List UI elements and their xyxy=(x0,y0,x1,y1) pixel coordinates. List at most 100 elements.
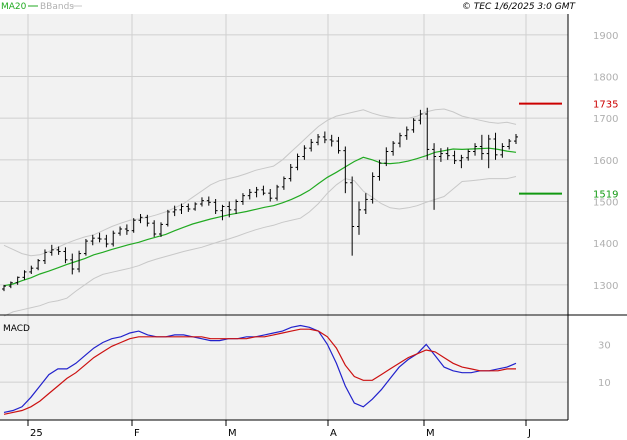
price-bar xyxy=(49,244,54,256)
level-lines: 1735 1519 xyxy=(519,100,618,201)
x-tick-j-5: J xyxy=(527,428,531,439)
price-tick-1600: 1600 xyxy=(593,156,618,167)
price-bar xyxy=(275,184,280,201)
macd-panel-label: MACD xyxy=(3,324,30,334)
price-bar xyxy=(356,201,361,235)
signal-line xyxy=(3,328,516,415)
ma20-line xyxy=(3,147,517,287)
macd-y-axis: 10 30 xyxy=(598,340,611,389)
price-bar xyxy=(22,270,27,280)
price-bar xyxy=(418,109,423,125)
price-bar xyxy=(384,147,389,167)
price-bar xyxy=(514,134,518,144)
price-bar xyxy=(466,149,471,161)
price-bar xyxy=(281,176,286,190)
x-tick-a-3: A xyxy=(330,428,337,439)
bollinger-bands xyxy=(3,108,517,317)
price-bar xyxy=(15,276,20,285)
price-y-axis: 1300 1400 1500 1600 1700 1800 1900 xyxy=(593,31,618,292)
x-tick-f-1: F xyxy=(134,428,140,439)
x-tick-25-0: 25 xyxy=(30,428,43,439)
price-bar xyxy=(295,153,300,171)
price-panel-area xyxy=(0,14,568,314)
price-bar xyxy=(56,246,61,255)
price-bar xyxy=(500,143,505,158)
price-bar xyxy=(240,193,245,205)
price-bar xyxy=(432,143,437,210)
price-bar xyxy=(445,147,450,160)
price-bar xyxy=(124,224,129,235)
price-bar xyxy=(493,132,498,160)
price-bar xyxy=(165,209,170,227)
resistance-level-label: 1735 xyxy=(593,100,618,111)
price-bar xyxy=(268,189,273,202)
price-bar xyxy=(159,222,164,237)
price-bar xyxy=(452,150,457,164)
price-bar xyxy=(254,186,259,198)
price-bar xyxy=(186,203,191,212)
price-tick-1700: 1700 xyxy=(593,114,618,125)
price-bar xyxy=(261,185,266,196)
price-bar xyxy=(397,132,402,148)
price-bar xyxy=(329,134,334,147)
price-bar xyxy=(322,131,327,144)
price-bar xyxy=(377,159,382,181)
price-bar xyxy=(206,196,211,206)
price-bar xyxy=(131,218,136,233)
price-bar xyxy=(370,172,375,204)
price-bar xyxy=(118,226,123,236)
price-bar xyxy=(438,148,443,162)
x-gridlines xyxy=(27,14,527,420)
ma20-line-group xyxy=(3,147,517,287)
price-bar xyxy=(234,199,239,214)
price-tick-1500: 1500 xyxy=(593,198,618,209)
price-bar xyxy=(42,249,47,264)
price-bar xyxy=(247,189,252,200)
price-bar xyxy=(350,176,355,256)
price-bar xyxy=(90,234,95,246)
price-grid xyxy=(0,34,568,286)
price-bar xyxy=(193,202,198,211)
macd-lines xyxy=(3,324,517,415)
price-bar xyxy=(302,145,307,160)
price-bar xyxy=(63,247,68,264)
price-bar xyxy=(199,197,204,207)
price-bar xyxy=(8,281,13,289)
copyright-stamp: © TEC 1/6/2025 3:0 GMT xyxy=(462,2,577,12)
price-bar xyxy=(172,205,177,217)
price-bar xyxy=(459,154,464,169)
macd-tick-10: 10 xyxy=(598,378,611,389)
price-bar xyxy=(138,214,143,224)
price-bar xyxy=(36,259,41,271)
price-bar xyxy=(288,164,293,182)
price-bar xyxy=(425,107,430,160)
price-bar xyxy=(145,214,150,227)
bbands-legend-label: BBands xyxy=(40,2,74,12)
price-bar xyxy=(97,232,102,243)
x-axis: 25 F M A M J xyxy=(27,420,531,439)
price-bar xyxy=(507,139,512,150)
price-bar xyxy=(83,239,88,256)
bb-upper-line xyxy=(3,108,517,257)
price-bar xyxy=(220,204,225,221)
ma20-legend-label: MA20 xyxy=(1,2,27,12)
price-bar xyxy=(309,139,314,152)
price-bar xyxy=(213,199,218,214)
macd-panel-area xyxy=(0,316,568,420)
price-bar xyxy=(336,136,341,154)
price-bar xyxy=(104,234,109,248)
price-bar xyxy=(227,201,232,218)
bb-lower-line xyxy=(3,176,517,317)
price-bar xyxy=(70,253,75,275)
price-tick-1900: 1900 xyxy=(593,31,618,42)
macd-tick-30: 30 xyxy=(598,340,611,351)
price-tick-1400: 1400 xyxy=(593,239,618,250)
price-bar xyxy=(486,134,491,169)
macd-line xyxy=(3,324,517,413)
price-bar xyxy=(473,143,478,156)
x-tick-m-2: M xyxy=(228,428,237,439)
price-bar xyxy=(77,250,82,273)
x-tick-m-4: M xyxy=(426,428,435,439)
price-bar xyxy=(411,118,416,133)
